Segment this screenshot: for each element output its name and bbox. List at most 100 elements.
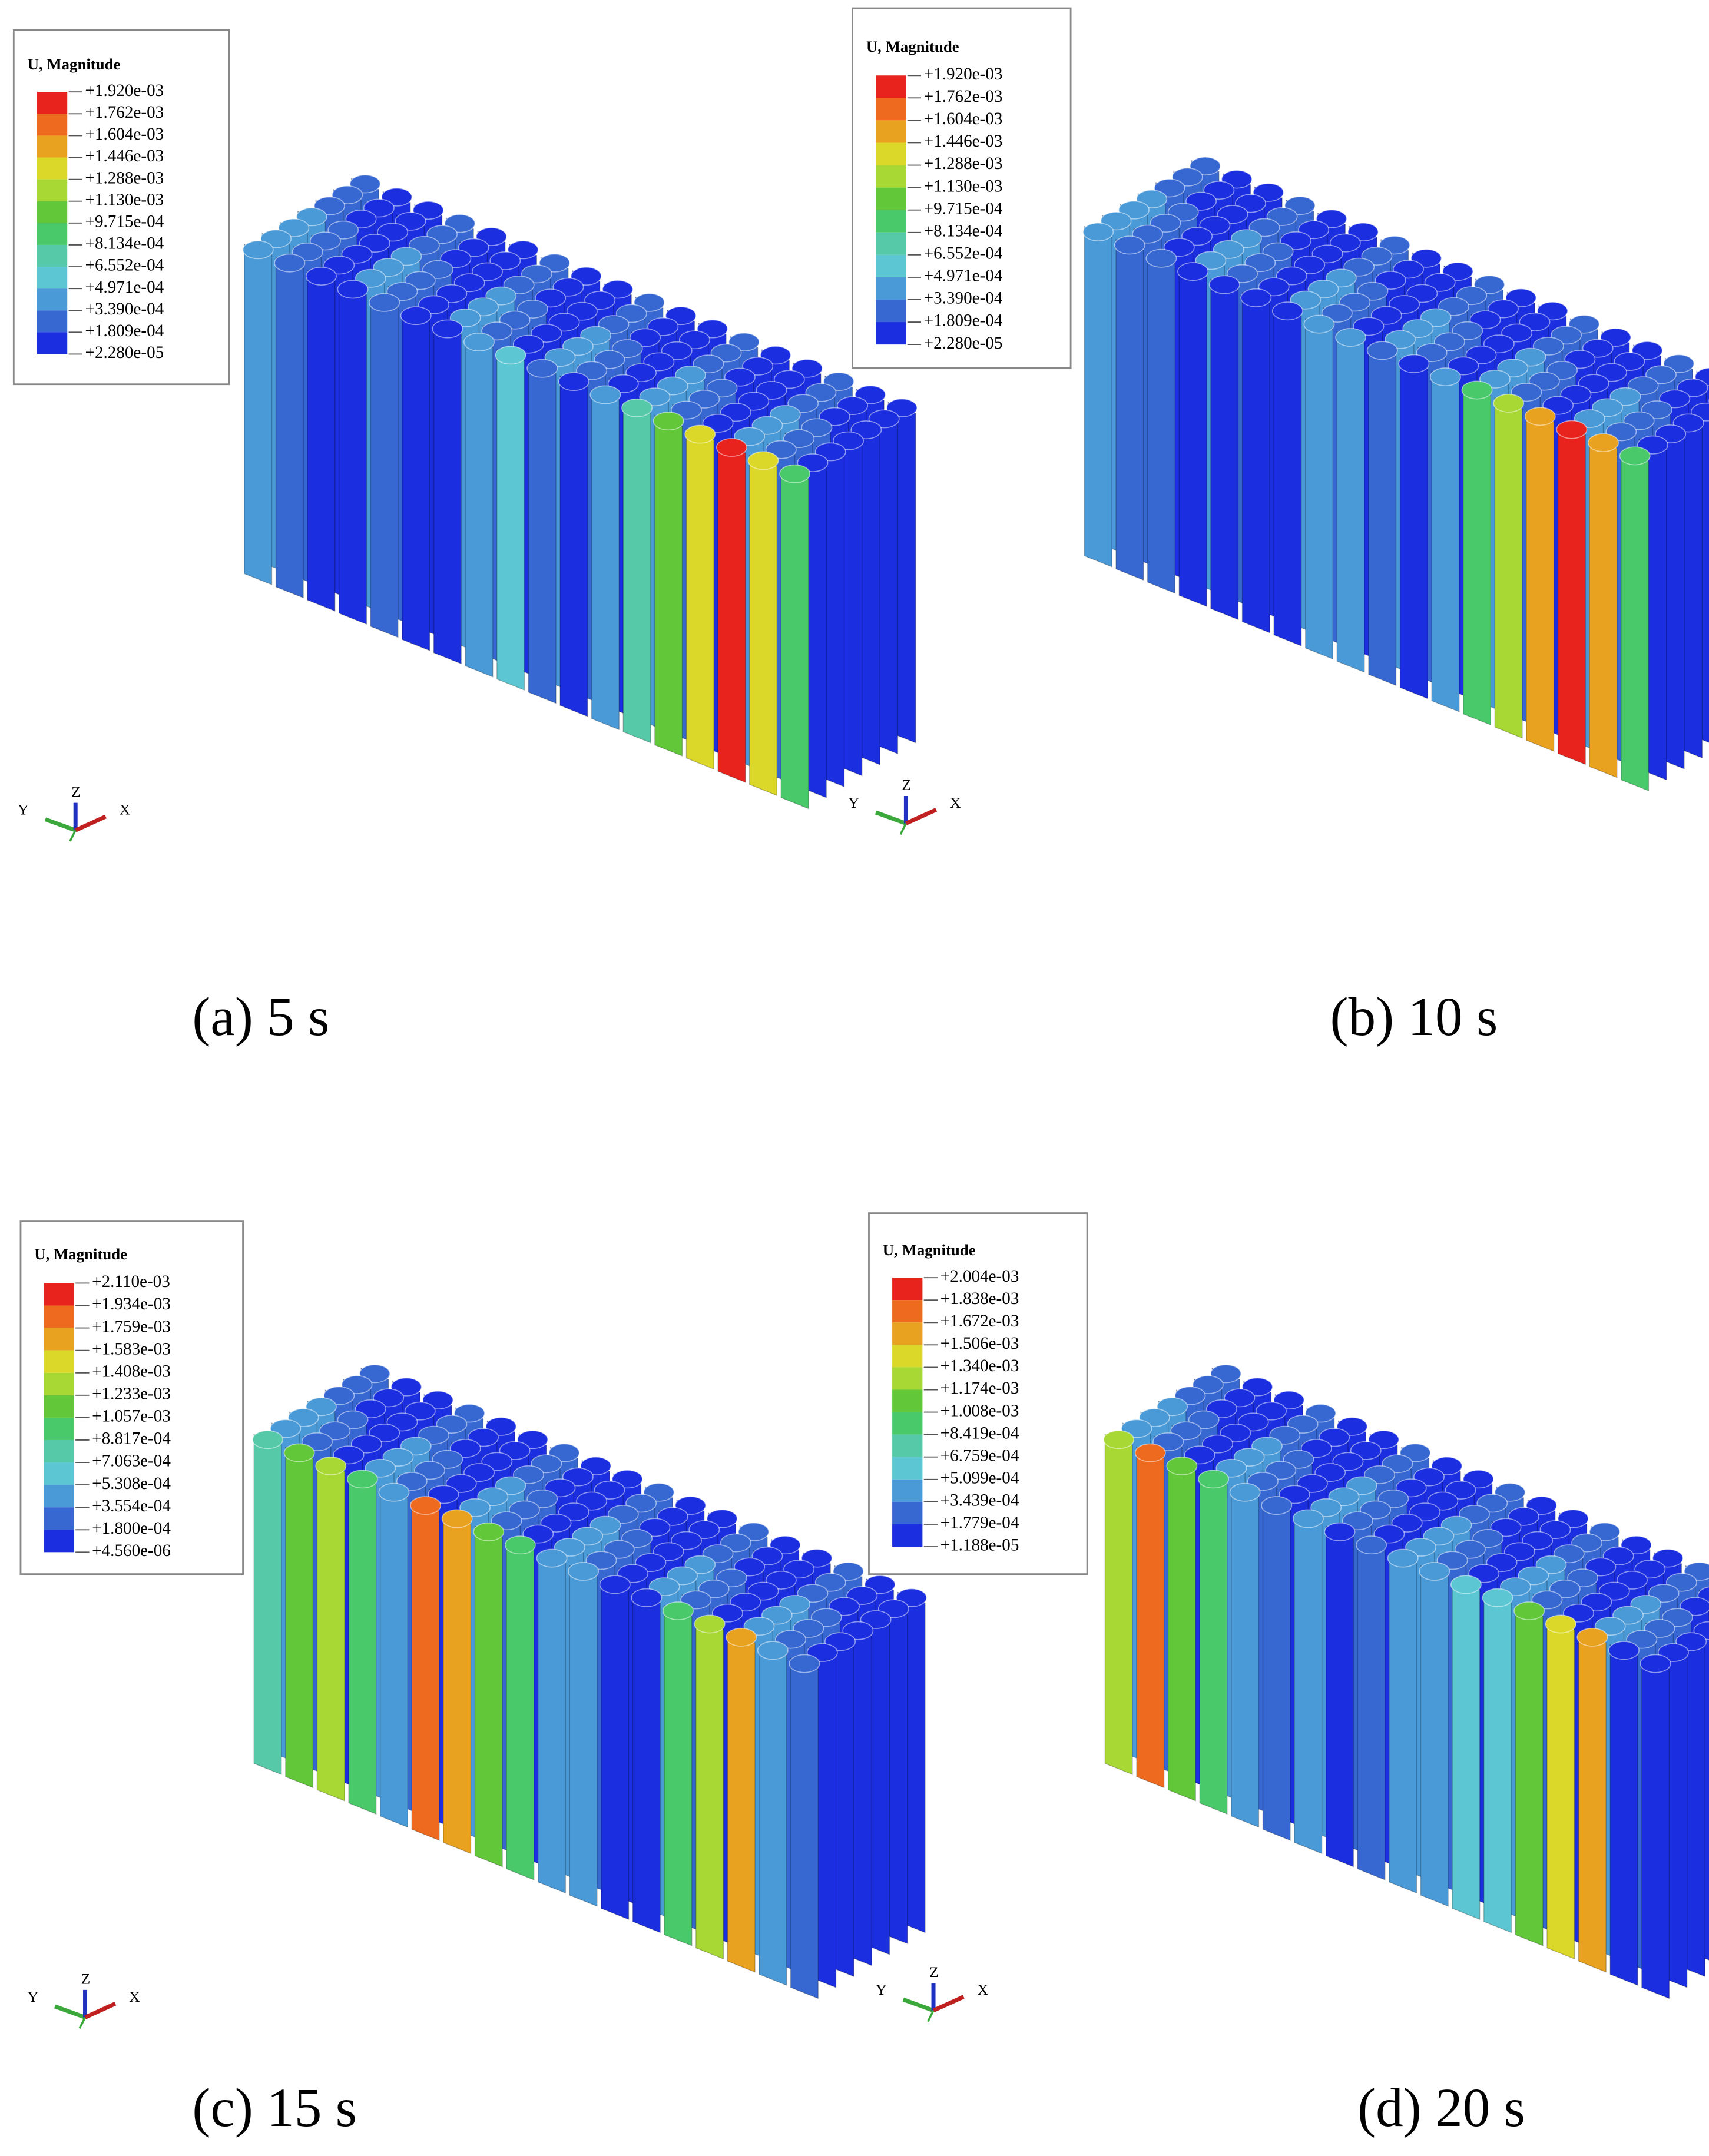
column-top <box>1292 1509 1324 1528</box>
column <box>433 323 462 665</box>
legend-label: +4.560e-06 <box>92 1541 171 1560</box>
legend-swatch <box>892 1434 923 1457</box>
column <box>348 1472 377 1815</box>
column-top <box>536 1548 568 1568</box>
column-top <box>526 359 558 378</box>
column-top <box>726 1627 757 1647</box>
legend-swatch <box>37 332 68 354</box>
column-top <box>1556 420 1588 439</box>
legend-swatch <box>44 1305 74 1328</box>
column <box>506 1538 535 1880</box>
legend-label: +1.672e-03 <box>940 1312 1019 1331</box>
axis-x-label: X <box>120 801 131 818</box>
legend-swatch <box>37 223 68 245</box>
legend-swatch <box>37 135 68 158</box>
legend-swatch <box>876 210 906 233</box>
column-top <box>1608 1641 1640 1660</box>
column <box>1115 239 1144 581</box>
column-top <box>1145 248 1177 268</box>
legend-label: +1.809e-04 <box>85 321 164 340</box>
legend-swatch <box>44 1283 74 1306</box>
column <box>1147 252 1175 594</box>
panel: U, Magnitude +1.920e-03 +1.762e-03 +1.604e-… <box>12 29 918 1047</box>
legend-swatch <box>876 277 906 300</box>
legend-label: +1.604e-03 <box>924 110 1003 128</box>
axis-y-arrow <box>54 2004 86 2019</box>
legend-swatch <box>37 267 68 289</box>
legend-swatch <box>44 1530 74 1553</box>
column <box>1483 1591 1512 1933</box>
column <box>780 467 809 810</box>
legend-swatch <box>892 1345 923 1368</box>
column <box>1357 1538 1386 1880</box>
legend-label: +1.233e-03 <box>92 1385 171 1404</box>
axis-y-label: Y <box>876 1981 887 1998</box>
legend-label: +8.134e-04 <box>85 234 164 253</box>
legend-swatch <box>892 1322 923 1345</box>
column-top <box>400 306 432 326</box>
legend-label: +1.288e-03 <box>924 154 1003 173</box>
legend-label: +5.099e-04 <box>940 1468 1019 1487</box>
column <box>1241 291 1270 633</box>
column-top <box>1082 223 1114 241</box>
legend-label: +5.308e-04 <box>92 1474 171 1493</box>
legend-swatch <box>892 1457 923 1480</box>
column-top <box>369 293 400 312</box>
column-top <box>1335 328 1367 347</box>
column <box>748 454 778 797</box>
legend-swatch <box>876 120 906 143</box>
column <box>1526 410 1555 752</box>
column-top <box>1103 1430 1135 1450</box>
legend-swatch <box>876 187 906 210</box>
legend-label: +1.762e-03 <box>924 87 1003 106</box>
column-top <box>1588 433 1619 452</box>
legend-label: +1.446e-03 <box>924 132 1003 151</box>
legend-swatch <box>37 114 68 136</box>
axis-y-arrow <box>902 1997 935 2013</box>
column-top <box>283 1443 315 1462</box>
column <box>1273 304 1302 647</box>
column <box>664 1604 693 1946</box>
legend-swatch <box>44 1439 74 1463</box>
axis-base <box>899 822 907 835</box>
legend-label: +1.583e-03 <box>92 1339 171 1358</box>
legend-swatch <box>892 1389 923 1412</box>
axis-x-arrow <box>905 808 938 825</box>
legend-label: +3.554e-04 <box>92 1497 171 1515</box>
legend-label: +4.971e-04 <box>924 267 1003 286</box>
axis-y-arrow <box>875 810 907 825</box>
column <box>1431 370 1460 712</box>
column <box>496 349 525 691</box>
legend-label: +1.759e-03 <box>92 1317 171 1336</box>
column <box>379 1486 408 1828</box>
column <box>443 1512 472 1855</box>
legend-swatch <box>892 1524 923 1547</box>
column-top <box>1545 1614 1576 1634</box>
legend-swatch <box>876 322 906 345</box>
column-top <box>432 319 463 339</box>
legend-swatch <box>44 1395 74 1418</box>
legend-swatch <box>876 165 906 188</box>
legend-label: +7.063e-04 <box>92 1452 171 1471</box>
legend-label: +2.110e-03 <box>92 1272 170 1291</box>
axis-z-label: Z <box>71 783 81 800</box>
legend-title: U, Magnitude <box>34 1245 127 1263</box>
column <box>591 389 620 731</box>
column-top <box>558 372 589 392</box>
column-top <box>1198 1470 1229 1489</box>
column <box>759 1644 787 1986</box>
legend-label: +2.004e-03 <box>940 1267 1019 1286</box>
column-top <box>1513 1601 1545 1621</box>
axis-x-arrow <box>932 1995 965 2013</box>
legend-swatch <box>37 179 68 201</box>
column-top <box>274 253 306 273</box>
column <box>1463 384 1492 726</box>
column-top <box>1324 1522 1356 1541</box>
column-top <box>1166 1456 1198 1475</box>
column <box>1368 344 1397 686</box>
column-top <box>684 424 716 444</box>
column <box>632 1591 661 1933</box>
column <box>1420 1565 1449 1907</box>
column <box>1294 1512 1323 1855</box>
column-top <box>1387 1548 1419 1568</box>
